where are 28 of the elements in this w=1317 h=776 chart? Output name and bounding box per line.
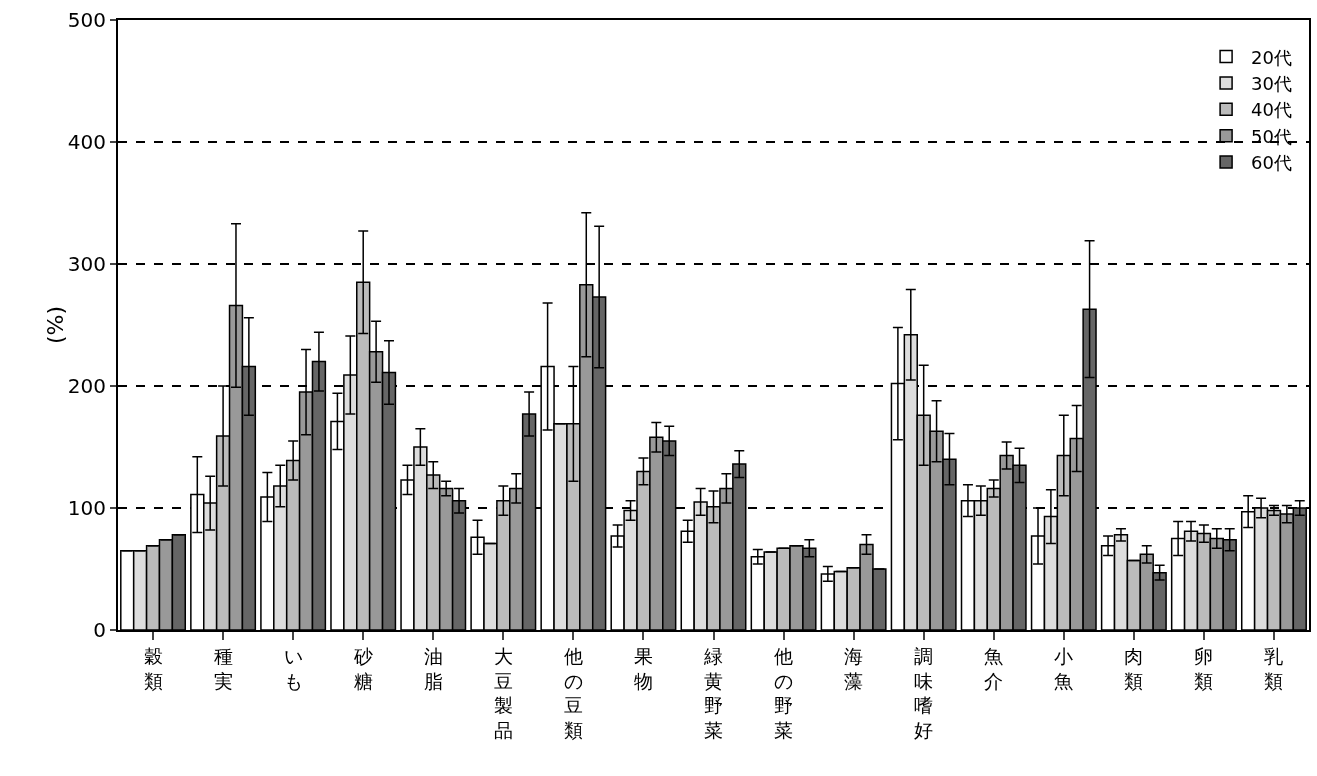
x-tick-label: 砂糖 bbox=[352, 644, 373, 692]
x-tick-label: 魚介 bbox=[984, 644, 1004, 692]
legend-label: 60代 bbox=[1251, 152, 1292, 174]
x-tick-label: 肉類 bbox=[1124, 644, 1144, 692]
x-tick-label: 他の豆類 bbox=[563, 644, 583, 741]
x-tick-label: 果物 bbox=[633, 644, 653, 692]
x-tick-label: 種実 bbox=[213, 644, 233, 692]
x-tick-label: 大豆製品 bbox=[493, 644, 513, 741]
y-tick-label: 300 bbox=[67, 252, 106, 276]
x-tick-label: 小魚 bbox=[1054, 644, 1074, 692]
x-tick-label: 卵類 bbox=[1194, 644, 1214, 692]
legend-label: 30代 bbox=[1251, 72, 1292, 94]
x-tick-label: 調味嗜好 bbox=[914, 644, 934, 741]
y-tick-label: 0 bbox=[93, 618, 106, 642]
x-tick-label: 油脂 bbox=[423, 644, 443, 692]
y-tick-label: 100 bbox=[67, 496, 106, 520]
x-tick-label: 乳類 bbox=[1264, 644, 1284, 692]
y-tick-label: 400 bbox=[67, 130, 106, 154]
y-tick-label: 200 bbox=[67, 374, 106, 398]
y-axis-title: (%) bbox=[43, 305, 68, 345]
y-tick-label: 500 bbox=[67, 8, 106, 32]
legend-label: 40代 bbox=[1251, 99, 1292, 121]
legend-label: 20代 bbox=[1251, 46, 1292, 68]
x-tick-label: 緑黄野菜 bbox=[703, 644, 723, 741]
x-tick-label: いも bbox=[283, 644, 303, 692]
x-tick-label: 他の野菜 bbox=[774, 644, 794, 741]
x-tick-label: 海藻 bbox=[844, 644, 864, 692]
x-tick-label: 穀類 bbox=[143, 644, 163, 692]
